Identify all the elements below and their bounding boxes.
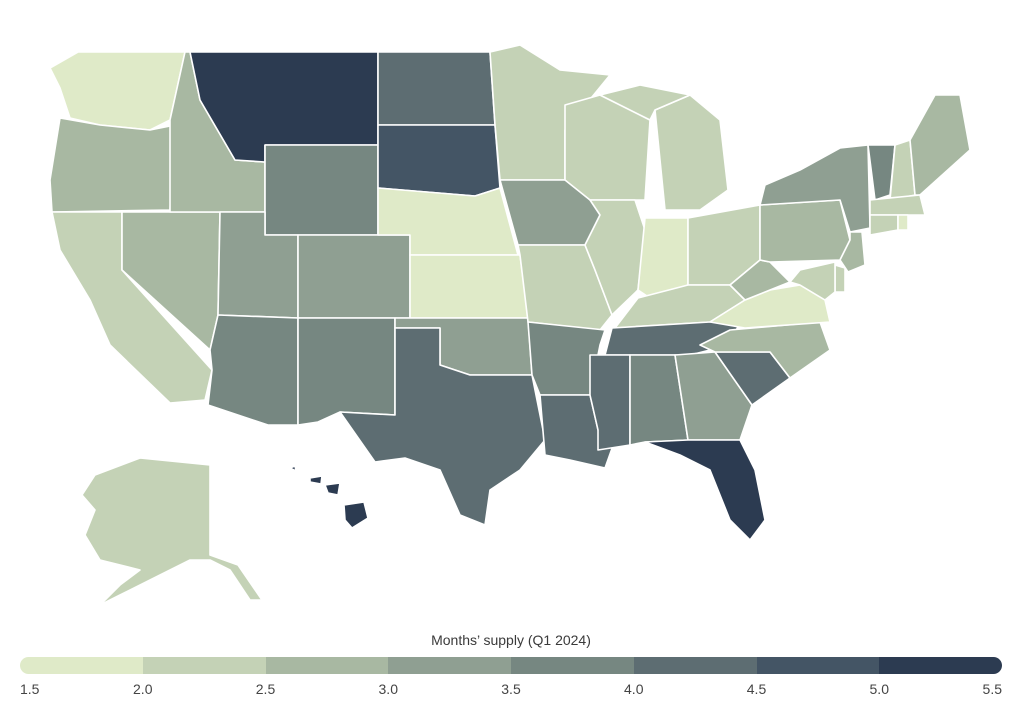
legend-tick-label: 3.5 (501, 681, 521, 697)
legend-segment (756, 657, 880, 674)
state-co (297, 234, 411, 319)
state-ri (897, 214, 909, 231)
legend-segment (879, 657, 1002, 674)
state-nm (297, 317, 396, 426)
legend-tick-label: 4.5 (746, 681, 767, 697)
legend-segment (265, 657, 389, 674)
state-wy (264, 144, 379, 236)
legend-segment (511, 657, 634, 674)
legend-tick-label: 5.0 (869, 681, 889, 697)
state-ak (81, 457, 263, 606)
legend-segment (142, 657, 266, 674)
state-ma (869, 194, 926, 216)
state-pa (759, 199, 851, 263)
state-in (637, 217, 689, 299)
state-nj (839, 231, 866, 273)
state-hi (289, 465, 369, 529)
legend-tick-label: 4.0 (624, 681, 644, 697)
us-map (49, 44, 971, 606)
state-az (207, 314, 299, 426)
state-ga (674, 351, 753, 441)
legend-segment (388, 657, 511, 674)
legend-segment (633, 657, 757, 674)
state-wa (49, 51, 186, 131)
state-il (584, 199, 646, 316)
legend-tick-label: 2.0 (133, 681, 153, 697)
state-ks (409, 254, 529, 319)
legend-color-bar (20, 657, 1002, 674)
choropleth-map (49, 44, 971, 606)
legend-tick-label: 1.5 (20, 681, 40, 697)
legend-title: Months’ supply (Q1 2024) (431, 632, 591, 648)
legend-tick-label: 5.5 (982, 681, 1002, 697)
state-fl (644, 439, 766, 541)
state-nd (377, 51, 496, 126)
legend-segment (20, 657, 143, 674)
legend-tick-labels: 1.5 2.0 2.5 3.0 3.5 4.0 4.5 5.0 5.5 (20, 681, 1002, 701)
state-me (909, 94, 971, 196)
state-de (834, 264, 846, 293)
legend-tick-label: 2.5 (255, 681, 276, 697)
states-layer (49, 44, 971, 606)
legend: Months’ supply (Q1 2024) 1.5 2.0 2.5 3.0 3.5… (20, 628, 1002, 708)
state-md (789, 261, 836, 301)
state-mi (654, 94, 729, 211)
state-mi (599, 84, 691, 121)
legend-tick-label: 3.0 (378, 681, 398, 697)
state-ct (869, 214, 899, 236)
state-tx (339, 327, 546, 526)
state-sd (377, 124, 501, 197)
state-or (49, 117, 176, 213)
